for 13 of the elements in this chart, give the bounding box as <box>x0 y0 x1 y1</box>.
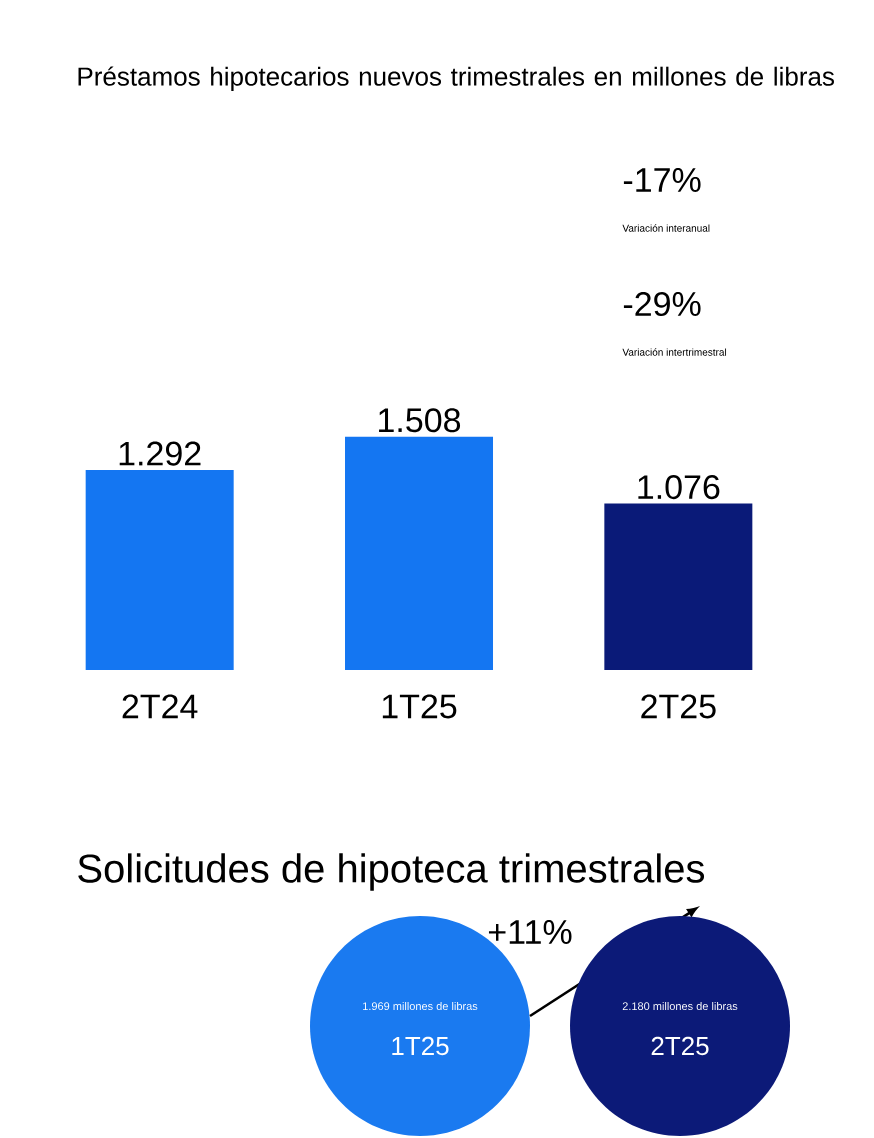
category-label: 2T25 <box>651 1036 709 1056</box>
data-label: 1.076 <box>638 475 720 500</box>
category-label: 1T25 <box>392 1036 449 1056</box>
text: Solicitudes de hipoteca trimestrales <box>78 853 705 891</box>
text: -29% <box>623 291 701 317</box>
x-tick-label: 2T24 <box>122 694 198 719</box>
x-tick-label: 2T25 <box>641 694 716 719</box>
chart-title: Préstamos hipotecarios nuevos trimestrales en millones de libras <box>78 66 834 91</box>
x-tick-label: 1T25 <box>382 694 457 719</box>
text: -17% <box>623 168 701 192</box>
text: +11% <box>488 920 572 944</box>
data-label: 1.508 <box>379 408 461 433</box>
data-label: 1.292 <box>119 441 201 466</box>
